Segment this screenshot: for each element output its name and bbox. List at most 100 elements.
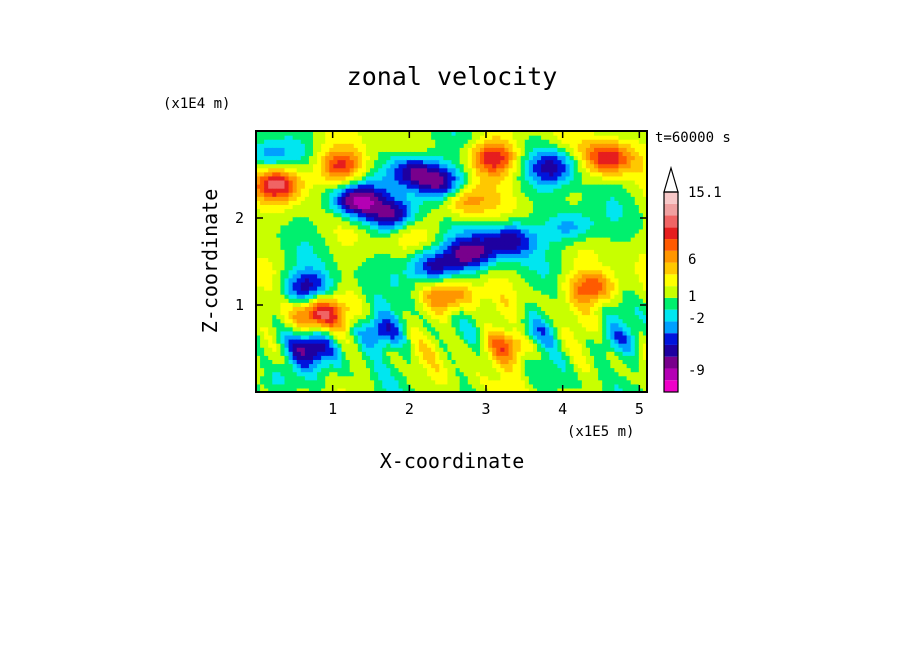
field-cell <box>402 343 408 348</box>
field-cell <box>410 241 416 246</box>
field-cell <box>300 204 306 210</box>
field-cell <box>349 387 355 392</box>
field-cell <box>264 257 269 263</box>
field-cell <box>447 277 453 283</box>
field-cell <box>390 294 396 299</box>
field-cell <box>296 318 302 324</box>
field-cell <box>414 249 420 254</box>
field-cell <box>528 159 534 165</box>
field-cell <box>418 257 424 263</box>
field-cell <box>398 143 404 148</box>
field-cell <box>353 147 359 152</box>
field-cell <box>365 363 371 369</box>
field-cell <box>524 163 530 169</box>
field-cell <box>402 265 408 271</box>
field-cell <box>467 298 473 303</box>
field-cell <box>329 379 334 385</box>
field-cell <box>394 237 400 242</box>
field-cell <box>272 277 277 283</box>
field-cell <box>382 310 387 316</box>
field-cell <box>256 245 261 250</box>
field-cell <box>390 241 396 246</box>
field-cell <box>427 285 432 291</box>
field-cell <box>565 220 571 226</box>
field-cell <box>308 257 314 263</box>
field-cell <box>333 204 339 210</box>
field-cell <box>361 383 367 389</box>
field-cell <box>386 139 392 144</box>
field-cell <box>361 347 367 352</box>
field-cell <box>345 212 351 218</box>
field-cell <box>532 294 538 299</box>
field-cell <box>402 245 408 250</box>
field-cell <box>268 269 273 275</box>
field-cell <box>292 228 298 234</box>
field-cell <box>337 245 343 250</box>
field-cell <box>504 163 510 169</box>
field-cell <box>475 383 481 389</box>
field-cell <box>353 253 359 259</box>
field-cell <box>378 200 383 206</box>
field-cell <box>288 171 294 177</box>
field-cell <box>532 237 538 242</box>
field-cell <box>414 294 420 299</box>
field-cell <box>435 273 440 279</box>
field-cell <box>467 171 473 177</box>
field-cell <box>410 359 416 365</box>
field-cell <box>406 265 412 271</box>
field-cell <box>317 334 322 340</box>
field-cell <box>386 253 392 259</box>
field-cell <box>276 281 282 287</box>
field-cell <box>341 351 347 356</box>
field-cell <box>508 269 514 275</box>
field-cell <box>463 387 469 392</box>
field-cell <box>357 330 363 336</box>
field-cell <box>333 306 339 312</box>
field-cell <box>333 343 339 348</box>
field-cell <box>300 334 306 340</box>
field-cell <box>427 228 432 234</box>
field-cell <box>308 281 314 287</box>
field-cell <box>288 139 294 144</box>
field-cell <box>272 387 277 392</box>
field-cell <box>341 281 347 287</box>
field-cell <box>532 363 538 369</box>
field-cell <box>256 269 261 275</box>
field-cell <box>500 253 506 259</box>
field-cell <box>500 249 506 254</box>
field-cell <box>410 139 416 144</box>
field-cell <box>545 228 550 234</box>
field-cell <box>272 208 277 214</box>
field-cell <box>427 249 432 254</box>
field-cell <box>488 375 493 381</box>
field-cell <box>541 143 546 148</box>
field-cell <box>500 204 506 210</box>
field-cell <box>443 265 449 271</box>
field-cell <box>288 343 294 348</box>
field-cell <box>557 192 563 197</box>
field-cell <box>329 359 334 365</box>
field-cell <box>524 151 530 157</box>
field-cell <box>496 188 501 193</box>
field-cell <box>353 261 359 267</box>
field-cell <box>467 175 473 181</box>
field-cell <box>268 232 273 238</box>
field-cell <box>480 265 485 271</box>
field-cell <box>451 285 457 291</box>
field-cell <box>398 273 404 279</box>
field-cell <box>337 208 343 214</box>
field-cell <box>268 338 273 344</box>
field-cell <box>500 294 506 299</box>
field-cell <box>365 387 371 392</box>
field-cell <box>308 269 314 275</box>
field-cell <box>300 143 306 148</box>
field-cell <box>496 261 501 267</box>
field-cell <box>455 200 461 206</box>
field-cell <box>308 167 314 173</box>
field-cell <box>333 277 339 283</box>
field-cell <box>557 216 563 222</box>
field-cell <box>296 298 302 303</box>
field-cell <box>471 322 477 328</box>
field-cell <box>353 257 359 263</box>
field-cell <box>374 338 379 344</box>
